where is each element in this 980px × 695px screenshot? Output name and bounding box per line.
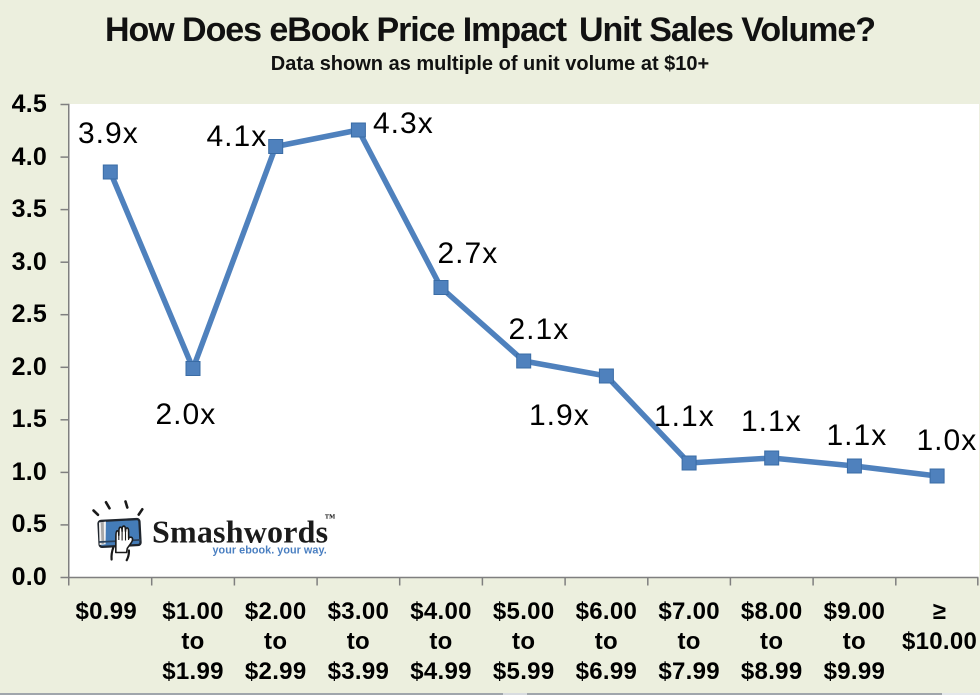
- svg-text:™: ™: [325, 513, 336, 525]
- svg-text:your ebook. your way.: your ebook. your way.: [213, 545, 327, 557]
- svg-text:Smashwords: Smashwords: [152, 514, 328, 550]
